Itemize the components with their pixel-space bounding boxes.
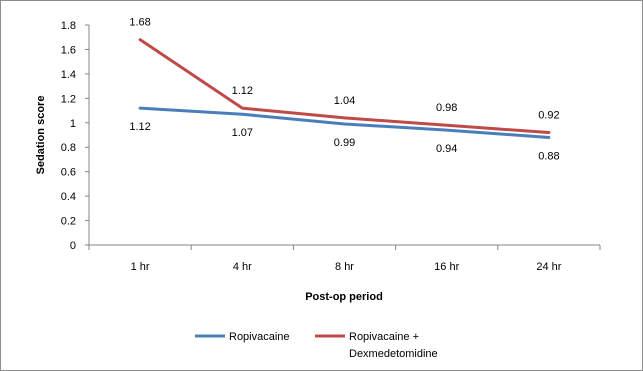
- x-tick-label: 1 hr: [131, 261, 150, 273]
- y-axis-ticks: 0 0.2 0.4 0.6 0.8 1 1.2 1.4 1.6 1.8: [61, 20, 89, 252]
- y-axis-title: Sedation score: [35, 96, 47, 175]
- y-tick-label: 1.4: [61, 69, 76, 81]
- y-tick-label: 1.2: [61, 93, 76, 105]
- data-label-ropivacaine-dexmedetomidine: 1.12: [232, 85, 253, 97]
- y-tick-label: 0: [70, 240, 76, 252]
- x-tick-label: 16 hr: [434, 261, 459, 273]
- y-tick-label: 0.4: [61, 191, 76, 203]
- y-tick-label: 1: [70, 118, 76, 130]
- series-lines: [138, 38, 551, 139]
- x-tick-label: 8 hr: [335, 261, 354, 273]
- y-tick-label: 0.8: [61, 142, 76, 154]
- legend-label-ropivacaine: Ropivacaine: [229, 331, 290, 343]
- data-label-ropivacaine: 0.88: [538, 150, 559, 162]
- y-tick-label: 0.2: [61, 216, 76, 228]
- y-tick-label: 1.6: [61, 44, 76, 56]
- series-line-ropivacaine-dexmedetomidine: [138, 38, 551, 135]
- chart-axes: [88, 25, 600, 246]
- data-label-ropivacaine-dexmedetomidine: 1.68: [129, 17, 150, 29]
- data-label-ropivacaine-dexmedetomidine: 0.92: [538, 110, 559, 122]
- data-label-ropivacaine: 1.07: [232, 127, 253, 139]
- x-axis-title: Post-op period: [305, 291, 383, 303]
- x-tick-label: 24 hr: [536, 261, 561, 273]
- legend-label-ropivacaine-dexmedetomidine-line2: Dexmedetomidine: [349, 348, 438, 360]
- legend-item-ropivacaine: Ropivacaine: [195, 331, 290, 343]
- x-axis-ticks: 1 hr 4 hr 8 hr 16 hr 24 hr: [88, 245, 601, 273]
- data-label-ropivacaine-dexmedetomidine: 1.04: [334, 95, 355, 107]
- x-tick-label: 4 hr: [233, 261, 252, 273]
- legend-item-ropivacaine-dexmedetomidine: Ropivacaine + Dexmedetomidine: [315, 331, 438, 360]
- y-tick-label: 1.8: [61, 20, 76, 32]
- data-labels: 1.12 1.07 0.99 0.94 0.88 1.68 1.12 1.04 0.98 0.92: [129, 17, 559, 163]
- y-tick-label: 0.6: [61, 167, 76, 179]
- data-label-ropivacaine-dexmedetomidine: 0.98: [436, 102, 457, 114]
- legend-label-ropivacaine-dexmedetomidine-line1: Ropivacaine +: [349, 331, 419, 343]
- data-label-ropivacaine: 0.99: [334, 137, 355, 149]
- data-label-ropivacaine: 1.12: [129, 121, 150, 133]
- data-label-ropivacaine: 0.94: [436, 143, 457, 155]
- legend: Ropivacaine Ropivacaine + Dexmedetomidin…: [195, 331, 438, 360]
- series-line-ropivacaine: [138, 106, 551, 139]
